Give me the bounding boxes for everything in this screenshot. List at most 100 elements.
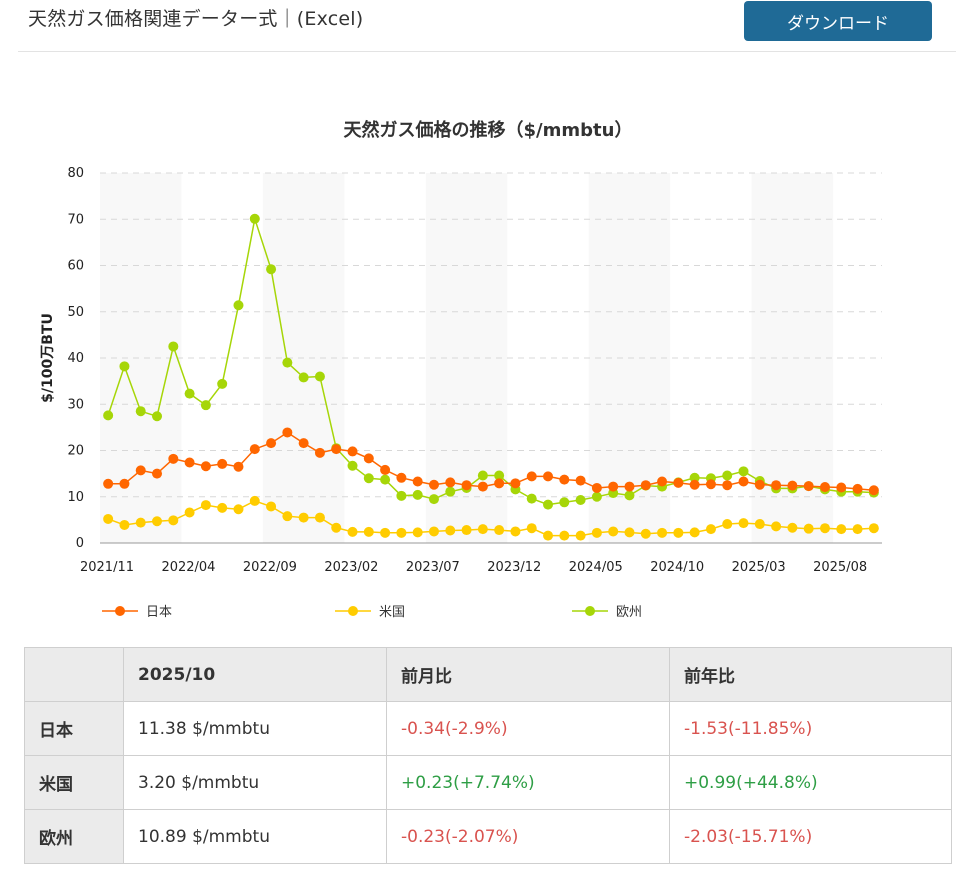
data-point <box>722 519 733 530</box>
table-header-cell <box>24 647 124 702</box>
data-point <box>640 480 651 491</box>
data-point <box>640 528 651 539</box>
data-point <box>396 472 407 483</box>
data-point <box>282 511 293 522</box>
data-point <box>347 526 358 537</box>
row-mom-change: -0.34(-2.9%) <box>386 701 670 756</box>
y-tick-label: 80 <box>67 166 84 181</box>
page-title: 天然ガス価格関連データー式｜(Excel) <box>28 8 364 30</box>
data-point <box>543 499 554 510</box>
data-point <box>298 512 309 523</box>
row-label: 米国 <box>24 755 124 810</box>
data-point <box>559 497 570 508</box>
data-point <box>738 476 749 487</box>
data-point <box>868 523 879 534</box>
row-yoy-change: +0.99(+44.8%) <box>669 755 952 810</box>
data-point <box>152 468 163 479</box>
download-button[interactable]: ダウンロード <box>744 1 932 41</box>
price-chart: 天然ガス価格の推移（$/mmbtu） $/100万BTU 0 10 20 30 40 50… <box>40 119 882 620</box>
data-point <box>673 527 684 538</box>
data-point <box>803 481 814 492</box>
data-point <box>852 524 863 535</box>
data-point <box>722 480 733 491</box>
data-point <box>494 470 505 481</box>
data-point <box>200 461 211 472</box>
data-point <box>771 480 782 491</box>
data-point <box>363 526 374 537</box>
data-point <box>803 523 814 534</box>
data-point <box>184 388 195 399</box>
row-value: 11.38 $/mmbtu <box>123 701 387 756</box>
data-point <box>135 517 146 528</box>
data-point <box>152 411 163 422</box>
data-point <box>787 480 798 491</box>
data-point <box>591 482 602 493</box>
data-point <box>510 526 521 537</box>
data-point <box>559 530 570 541</box>
data-point <box>184 507 195 518</box>
y-tick-label: 30 <box>67 397 84 412</box>
data-point <box>836 482 847 493</box>
row-mom-change: +0.23(+7.74%) <box>386 755 670 810</box>
x-tick-label: 2023/12 <box>487 560 541 575</box>
data-point <box>200 500 211 511</box>
data-point <box>819 482 830 493</box>
data-point <box>608 481 619 492</box>
y-tick-label: 10 <box>67 490 84 505</box>
table-header-row: 2025/10 前月比 前年比 <box>24 647 952 702</box>
data-point <box>168 515 179 526</box>
table-row: 日本 11.38 $/mmbtu -0.34(-2.9%) -1.53(-11.… <box>24 701 952 756</box>
data-point <box>575 494 586 505</box>
data-point <box>249 213 260 224</box>
data-point <box>200 400 211 411</box>
legend-label: 欧州 <box>616 605 642 620</box>
data-point <box>298 372 309 383</box>
data-point <box>477 470 488 481</box>
legend-marker <box>348 606 358 616</box>
row-value: 3.20 $/mmbtu <box>123 755 387 810</box>
header-divider <box>18 51 956 52</box>
data-point <box>624 490 635 501</box>
legend-item: 米国 <box>335 605 405 620</box>
data-point <box>217 378 228 389</box>
data-point <box>314 512 325 523</box>
data-point <box>787 522 798 533</box>
data-point <box>819 523 830 534</box>
y-tick-label: 40 <box>67 351 84 366</box>
data-point <box>380 527 391 538</box>
y-tick-label: 20 <box>67 444 84 459</box>
data-point <box>526 493 537 504</box>
data-point <box>461 480 472 491</box>
legend-item: 欧州 <box>572 605 642 620</box>
data-point <box>624 527 635 538</box>
data-point <box>282 427 293 438</box>
data-point <box>217 458 228 469</box>
data-point <box>608 526 619 537</box>
data-point <box>477 481 488 492</box>
data-point <box>494 478 505 489</box>
chart-legend: 日本 米国 欧州 <box>102 605 642 620</box>
data-point <box>380 464 391 475</box>
data-point <box>152 516 163 527</box>
data-point <box>428 494 439 505</box>
data-point <box>119 519 130 530</box>
data-point <box>266 501 277 512</box>
data-point <box>477 524 488 535</box>
data-point <box>591 527 602 538</box>
data-point <box>591 491 602 502</box>
data-point <box>266 438 277 449</box>
data-point <box>363 473 374 484</box>
data-point <box>412 489 423 500</box>
row-yoy-change: -1.53(-11.85%) <box>669 701 952 756</box>
data-point <box>184 457 195 468</box>
data-point <box>412 476 423 487</box>
data-point <box>836 524 847 535</box>
x-tick-label: 2022/09 <box>243 560 297 575</box>
data-point <box>168 341 179 352</box>
data-point <box>314 447 325 458</box>
data-point <box>103 513 114 524</box>
y-axis-title: $/100万BTU <box>40 313 56 403</box>
table-row: 欧州 10.89 $/mmbtu -0.23(-2.07%) -2.03(-15… <box>24 809 952 864</box>
table-header-cell: 2025/10 <box>123 647 387 702</box>
data-point <box>233 504 244 515</box>
